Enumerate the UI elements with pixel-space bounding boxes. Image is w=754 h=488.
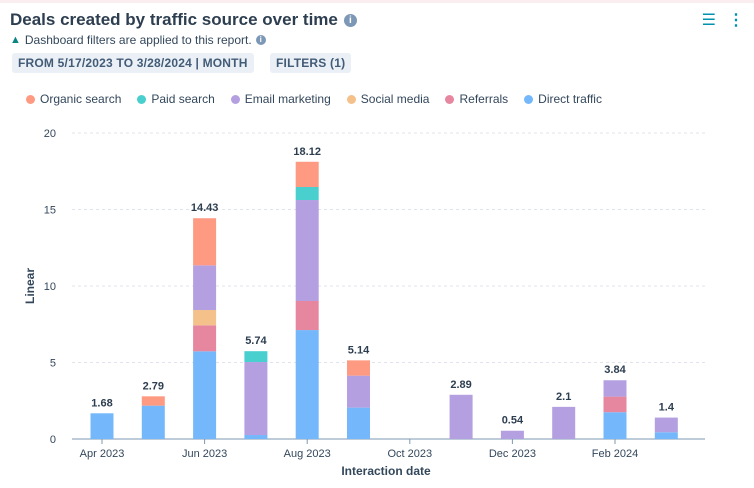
bar-total-label: 18.12 bbox=[293, 146, 321, 158]
y-tick-label: 20 bbox=[44, 128, 56, 140]
x-axis-title: Interaction date bbox=[341, 464, 431, 478]
bar-segment[interactable] bbox=[193, 325, 217, 352]
bar-segment[interactable] bbox=[295, 200, 319, 301]
bar-total-label: 2.1 bbox=[556, 391, 571, 403]
notice-text: Dashboard filters are applied to this re… bbox=[24, 33, 252, 47]
bar-segment[interactable] bbox=[603, 380, 627, 397]
bar-segment[interactable] bbox=[295, 300, 319, 331]
y-tick-label: 15 bbox=[44, 205, 56, 217]
title-text: Deals created by traffic source over tim… bbox=[10, 10, 338, 29]
bar-segment[interactable] bbox=[654, 432, 678, 439]
bar-total-label: 0.54 bbox=[502, 415, 524, 427]
filter-notice: ▲ Dashboard filters are applied to this r… bbox=[10, 33, 266, 47]
legend-dot bbox=[230, 94, 240, 104]
bar-segment[interactable] bbox=[449, 394, 473, 439]
legend-dot bbox=[346, 94, 356, 104]
legend-label: Email marketing bbox=[244, 92, 331, 106]
y-tick-label: 0 bbox=[50, 434, 56, 446]
x-tick-label: Dec 2023 bbox=[489, 448, 536, 460]
bar-segment[interactable] bbox=[90, 413, 114, 439]
legend-label: Organic search bbox=[40, 92, 122, 106]
bar-segment[interactable] bbox=[244, 362, 268, 436]
bar-segment[interactable] bbox=[193, 218, 217, 266]
date-range-pill[interactable]: FROM 5/17/2023 TO 3/28/2024 | MONTH bbox=[12, 53, 254, 73]
legend-label: Referrals bbox=[459, 92, 509, 106]
bar-segment[interactable] bbox=[654, 417, 678, 433]
bar-segment[interactable] bbox=[552, 406, 576, 439]
x-tick-label: Oct 2023 bbox=[387, 448, 432, 460]
bar-segment[interactable] bbox=[295, 161, 319, 188]
bar-segment[interactable] bbox=[347, 375, 370, 408]
legend-dot bbox=[445, 94, 455, 104]
x-tick-label: Jun 2023 bbox=[182, 448, 227, 460]
report-title: Deals created by traffic source over tim… bbox=[10, 10, 357, 30]
warning-icon: ▲ bbox=[10, 34, 21, 46]
legend-label: Social media bbox=[360, 92, 430, 106]
bar-segment[interactable] bbox=[193, 265, 217, 311]
bar-segment[interactable] bbox=[193, 310, 217, 326]
legend-dot bbox=[137, 94, 147, 104]
bar-segment[interactable] bbox=[244, 435, 268, 439]
info-icon[interactable]: i bbox=[255, 35, 266, 45]
legend-label: Direct traffic bbox=[538, 92, 602, 106]
bar-segment[interactable] bbox=[141, 405, 165, 439]
more-vertical-icon[interactable]: ⋮ bbox=[728, 12, 744, 29]
bar-segment[interactable] bbox=[347, 407, 370, 439]
bar-segment[interactable] bbox=[193, 351, 217, 439]
legend-item[interactable]: Social media bbox=[346, 92, 430, 106]
top-border bbox=[0, 0, 754, 3]
bar-total-label: 5.14 bbox=[348, 344, 370, 356]
x-tick-label: Apr 2023 bbox=[80, 448, 125, 460]
bar-total-label: 2.79 bbox=[143, 380, 164, 392]
bar-segment[interactable] bbox=[347, 360, 370, 376]
y-tick-label: 5 bbox=[50, 358, 56, 370]
legend-item[interactable]: Organic search bbox=[26, 92, 121, 106]
bar-total-label: 1.4 bbox=[659, 402, 675, 414]
legend-dot bbox=[26, 94, 35, 104]
legend: Organic search Paid search Email marketing… bbox=[26, 92, 602, 106]
legend-item[interactable]: Direct traffic bbox=[524, 92, 602, 106]
filters-pill[interactable]: FILTERS (1) bbox=[270, 53, 352, 73]
x-tick-label: Aug 2023 bbox=[284, 448, 331, 460]
bar-segment[interactable] bbox=[603, 412, 627, 439]
legend-item[interactable]: Paid search bbox=[137, 92, 215, 106]
legend-item[interactable]: Email marketing bbox=[230, 92, 331, 106]
bar-segment[interactable] bbox=[500, 430, 524, 439]
legend-item[interactable]: Referrals bbox=[445, 92, 508, 106]
x-tick-label: Feb 2024 bbox=[592, 448, 638, 460]
bar-segment[interactable] bbox=[244, 351, 268, 363]
legend-dot bbox=[524, 94, 534, 104]
bar-segment[interactable] bbox=[603, 396, 627, 413]
bar-segment[interactable] bbox=[141, 396, 165, 406]
y-axis-title: Linear bbox=[23, 268, 37, 304]
bar-segment[interactable] bbox=[295, 187, 319, 201]
bar-total-label: 2.89 bbox=[450, 379, 471, 391]
bar-total-label: 3.84 bbox=[604, 364, 626, 376]
bar-total-label: 1.68 bbox=[91, 397, 112, 409]
bar-total-label: 5.74 bbox=[245, 335, 267, 347]
info-icon[interactable]: i bbox=[343, 13, 357, 27]
legend-label: Paid search bbox=[151, 92, 215, 106]
y-tick-label: 10 bbox=[44, 281, 56, 293]
bar-segment[interactable] bbox=[295, 330, 319, 439]
sliders-icon[interactable]: ☰ bbox=[701, 12, 716, 29]
bar-total-label: 14.43 bbox=[191, 202, 219, 214]
